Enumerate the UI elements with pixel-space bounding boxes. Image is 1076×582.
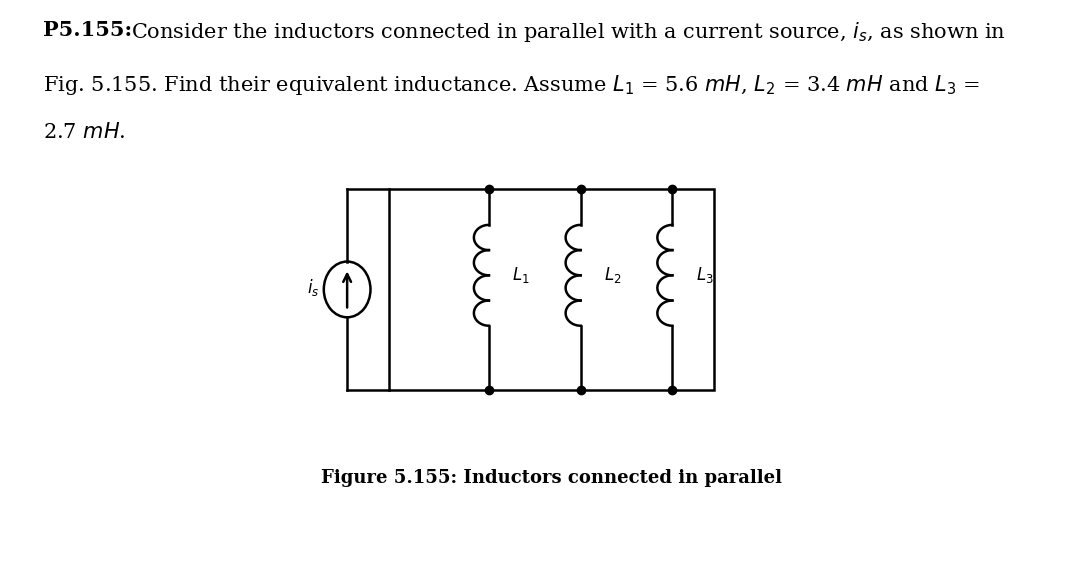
Text: Fig. 5.155. Find their equivalent inductance. Assume $L_1$ = 5.6 $mH$, $L_2$ = 3: Fig. 5.155. Find their equivalent induct… [43,73,980,97]
Text: Figure 5.155: Inductors connected in parallel: Figure 5.155: Inductors connected in par… [321,469,782,487]
Text: Consider the inductors connected in parallel with a current source, $i_s$, as sh: Consider the inductors connected in para… [131,20,1006,44]
Text: $L_3$: $L_3$ [696,265,713,285]
Text: $L_2$: $L_2$ [604,265,622,285]
Text: $L_1$: $L_1$ [512,265,529,285]
Text: $i_s$: $i_s$ [307,276,320,297]
Text: P5.155:: P5.155: [43,20,132,40]
Bar [388,189,714,391]
Text: 2.7 $mH$.: 2.7 $mH$. [43,122,126,142]
